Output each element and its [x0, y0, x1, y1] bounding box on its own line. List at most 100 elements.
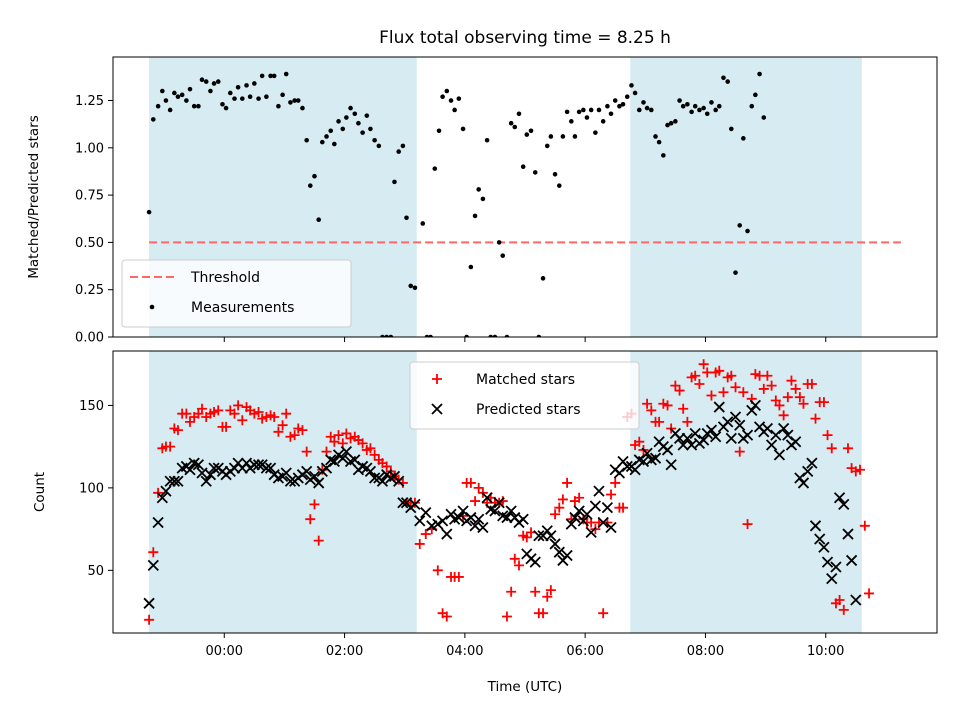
predicted-point [749, 399, 761, 412]
measurement-point [548, 134, 554, 139]
measurement-point [749, 103, 755, 109]
matched-point [818, 397, 829, 408]
measurement-point [552, 171, 558, 177]
predicted-point [761, 422, 774, 435]
x-tick-label: 10:00 [807, 644, 844, 659]
measurement-point [150, 117, 156, 122]
matched-point [253, 407, 264, 418]
matched-point [501, 611, 512, 622]
measurement-point [680, 103, 686, 109]
measurement-point [753, 92, 758, 98]
matched-point [497, 496, 508, 507]
matched-point [237, 415, 248, 426]
x-axis-label: Time (UTC) [487, 679, 563, 695]
measurement-point [336, 119, 341, 124]
matched-point [654, 416, 665, 427]
predicted-point [441, 528, 453, 540]
y-tick-label: 0.00 [75, 331, 104, 346]
matched-point [357, 438, 368, 449]
measurement-point [444, 88, 450, 94]
measurement-point [312, 173, 317, 179]
measurement-point [544, 143, 550, 149]
predicted-point [376, 475, 389, 487]
predicted-point [529, 556, 541, 568]
matched-point [221, 421, 232, 432]
measurement-point [252, 81, 257, 86]
legend-predicted-label: Predicted stars [476, 402, 581, 418]
matched-point [726, 370, 737, 381]
predicted-point [802, 465, 814, 478]
measurement-point [392, 179, 397, 185]
legend-predicted-swatch [431, 403, 443, 415]
predicted-point [661, 444, 674, 456]
predicted-point [301, 465, 313, 478]
matched-point [574, 492, 585, 503]
predicted-point [601, 502, 614, 514]
predicted-point [533, 530, 545, 542]
predicted-point [573, 505, 585, 517]
y-tick-label: 0.75 [75, 189, 104, 204]
matched-point [694, 378, 705, 389]
measurement-point [476, 187, 481, 192]
y-tick-label: 100 [79, 481, 104, 496]
measurement-point [761, 115, 767, 120]
measurement-point [356, 120, 361, 126]
predicted-point [397, 497, 409, 509]
predicted-point [677, 439, 689, 451]
axes-frame [112, 56, 938, 338]
matched-point [277, 420, 288, 431]
measurement-point [404, 215, 409, 221]
measurement-point [328, 128, 334, 134]
y-tick-label: 150 [79, 399, 104, 414]
series-predicted-stars [143, 399, 862, 609]
predicted-point [681, 432, 694, 445]
predicted-point [252, 459, 265, 471]
predicted-point [593, 485, 605, 497]
matched-point [181, 408, 192, 419]
predicted-point [597, 516, 609, 529]
ratio-panel: 0.00 0.25 0.50 0.75 1.00 1.25 Matched/Predicte… [26, 56, 938, 346]
measurement-point [629, 83, 634, 88]
matched-point [172, 425, 183, 436]
matched-point [197, 403, 208, 414]
measurement-point [211, 81, 217, 86]
matched-point [678, 403, 689, 414]
predicted-point [777, 422, 790, 435]
predicted-point [577, 515, 589, 527]
measurement-point [247, 94, 253, 100]
shaded-interval-1 [630, 57, 862, 337]
predicted-point [432, 518, 444, 530]
predicted-point [340, 445, 353, 458]
measurement-point [288, 100, 293, 105]
matched-point [838, 604, 849, 615]
measurement-point [520, 164, 526, 170]
matched-point [414, 538, 425, 549]
predicted-point [806, 457, 818, 469]
measurement-point [496, 240, 502, 245]
matched-point [730, 382, 741, 393]
measurement-point [256, 96, 261, 101]
counts-panel: 50 100 150 00:00 02:00 04:00 06:00 08:00 10:00 Co… [32, 350, 938, 659]
measurement-point [400, 143, 406, 149]
measurement-point [384, 334, 389, 337]
measurement-point [424, 334, 430, 337]
measurement-point [472, 213, 478, 219]
matched-point [690, 370, 701, 381]
measurement-point [649, 107, 654, 113]
matched-point [738, 387, 749, 398]
matched-point [557, 494, 568, 505]
measurement-point [560, 134, 566, 139]
measurement-point [713, 107, 718, 113]
measurement-point [259, 73, 265, 79]
matched-point [297, 425, 308, 436]
measurement-point [516, 111, 522, 117]
measurement-point [692, 103, 698, 109]
measurement-point [528, 128, 534, 134]
predicted-point [196, 467, 208, 479]
predicted-point [589, 500, 602, 512]
measurement-point [456, 96, 462, 101]
predicted-point [689, 427, 701, 440]
shaded-interval-0 [149, 351, 417, 633]
predicted-point [729, 411, 742, 423]
measurement-point [593, 130, 598, 135]
